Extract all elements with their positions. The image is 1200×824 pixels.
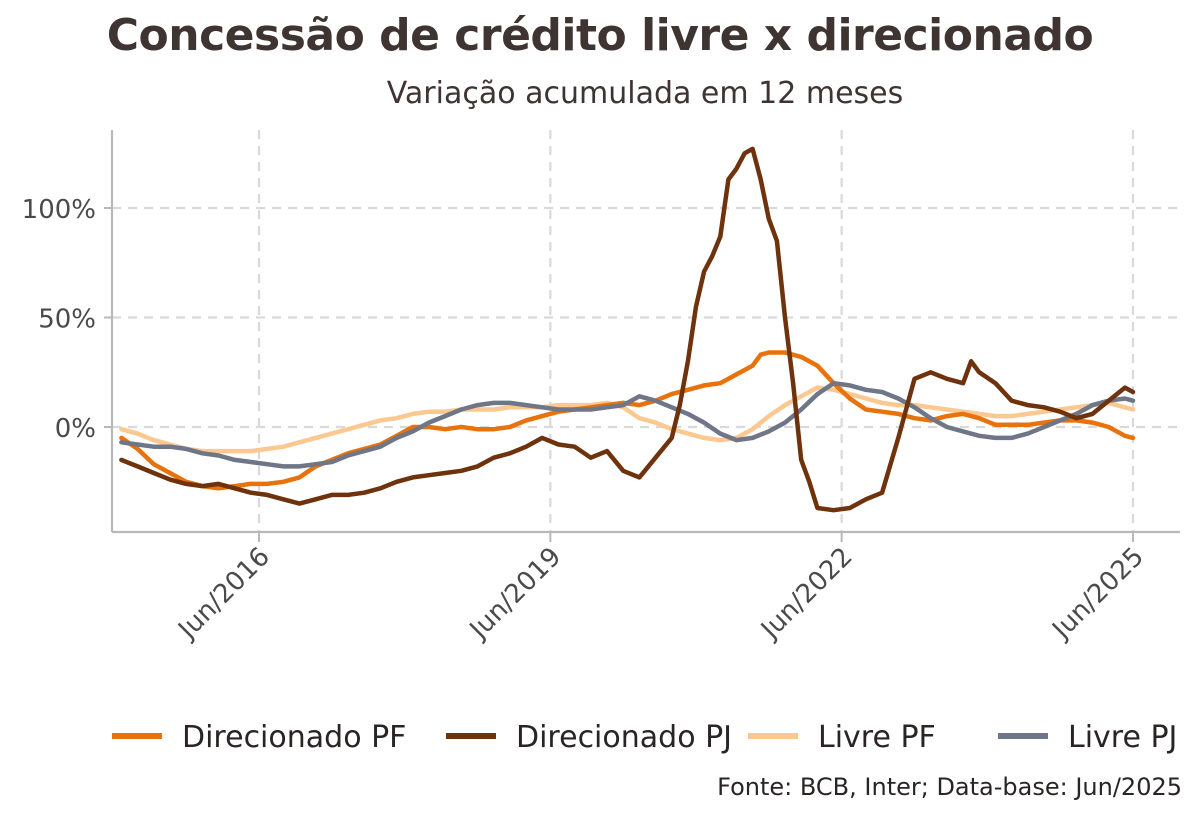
chart-subtitle: Variação acumulada em 12 meses <box>386 76 904 111</box>
axes <box>104 130 1180 542</box>
series-line-direcionado-pj <box>119 146 1136 513</box>
legend: Direcionado PF Direcionado PJ Livre PF Livr… <box>112 720 1177 755</box>
source-note: Fonte: BCB, Inter; Data-base: Jun/2025 <box>717 773 1182 801</box>
series-lines <box>119 146 1136 513</box>
legend-label: Direcionado PJ <box>516 720 732 755</box>
chart-title: Concessão de crédito livre x direcionado <box>106 10 1094 61</box>
x-tick-label: Jun/2022 <box>754 542 858 646</box>
grid-lines <box>112 130 1180 532</box>
series-line-livre-pf <box>119 385 1136 454</box>
x-tick-label: Jun/2016 <box>172 542 276 646</box>
y-tick-label: 0% <box>55 414 96 444</box>
legend-label: Direcionado PF <box>182 720 406 755</box>
series-line-direcionado-pf <box>119 350 1136 491</box>
x-tick-label: Jun/2025 <box>1046 542 1150 646</box>
y-tick-label: 50% <box>38 305 96 335</box>
legend-label: Livre PF <box>818 720 936 755</box>
y-tick-label: 100% <box>22 195 96 225</box>
series-line-livre-pj <box>119 380 1136 469</box>
legend-label: Livre PJ <box>1068 720 1177 755</box>
x-tick-label: Jun/2019 <box>463 542 567 646</box>
